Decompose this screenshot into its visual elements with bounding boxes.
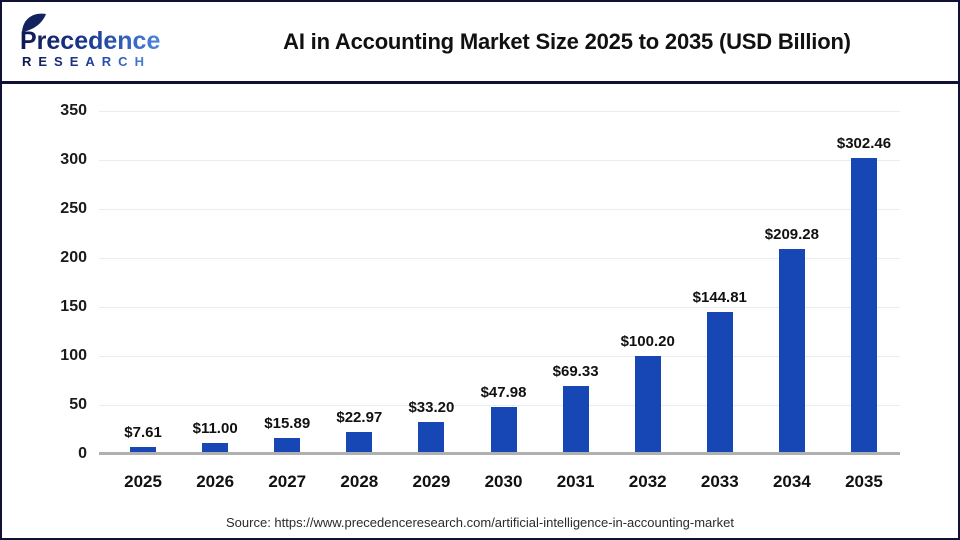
bar-column: $144.81 [684, 111, 756, 454]
bar-2035 [850, 157, 877, 454]
x-tick-label: 2027 [268, 472, 307, 491]
bar-value-label: $11.00 [192, 420, 238, 438]
bar-2025 [130, 446, 157, 454]
bar-value-label: $209.28 [764, 225, 819, 243]
gridline [99, 209, 900, 210]
gridline [99, 111, 900, 112]
bar-2027 [274, 438, 301, 454]
x-tick-label: 2035 [845, 472, 883, 491]
bar-value-label: $47.98 [480, 384, 527, 401]
x-tick-label: 2029 [412, 472, 451, 491]
bar-column: $100.20 [612, 111, 684, 454]
x-tick-label: 2025 [124, 472, 162, 491]
y-tick-label: 100 [60, 347, 87, 364]
gridline [99, 356, 900, 357]
x-tick-label: 2031 [556, 472, 595, 491]
leaf-icon [22, 13, 46, 32]
bar-value-label: $7.61 [124, 423, 162, 441]
x-tick-label: 2028 [340, 472, 379, 491]
bars: $7.61 $11.00 $15.89 $22.97 $33.20 $47.98 $69.3… [99, 111, 900, 454]
gridline [99, 405, 900, 406]
header: Precedence RESEARCH AI in Accounting Mar… [2, 2, 958, 84]
gridline [99, 307, 900, 308]
chart-area: 350 300 250 200 150 100 50 0 $7.61 $11.00 $15.89 $… [2, 84, 958, 538]
source-text: Source: https://www.precedenceresearch.c… [226, 515, 734, 530]
bar-column: $209.28 [756, 111, 828, 454]
x-tick-label: 2026 [196, 472, 235, 491]
bar-column: $69.33 [540, 111, 612, 454]
y-tick-label: 150 [60, 298, 87, 315]
bar-value-label: $15.89 [264, 415, 311, 433]
bar-2026 [202, 443, 229, 454]
gridline [99, 258, 900, 259]
chart-title: AI in Accounting Market Size 2025 to 203… [283, 28, 851, 54]
bar-value-label: $33.20 [408, 398, 455, 416]
x-tick-label: 2032 [628, 472, 667, 491]
y-tick-label: 350 [60, 102, 87, 119]
gridline [99, 160, 900, 161]
x-axis-labels: 2025 2026 2027 2028 2029 2030 2031 2032 2033 2034… [99, 472, 900, 492]
bar-column: $15.89 [251, 111, 323, 454]
x-tick-label: 2030 [484, 472, 523, 491]
bar-column: $302.46 [828, 111, 900, 454]
bar-2033 [706, 312, 733, 454]
logo-text-research: RESEARCH [22, 54, 151, 69]
y-tick-label: 50 [69, 396, 87, 413]
bar-column: $7.61 [107, 111, 179, 454]
bar-column: $33.20 [395, 111, 467, 454]
bar-column: $47.98 [467, 111, 539, 454]
bar-value-label: $69.33 [552, 363, 599, 381]
y-tick-label: 300 [60, 151, 87, 168]
bar-2030 [490, 407, 517, 454]
y-tick-label: 250 [60, 200, 87, 217]
bar-2029 [418, 421, 445, 454]
plot-area: $7.61 $11.00 $15.89 $22.97 $33.20 $47.98 $69.3… [99, 111, 900, 455]
bar-2032 [634, 355, 661, 454]
y-tick-label: 200 [60, 249, 87, 266]
precedence-research-logo: Precedence RESEARCH [16, 9, 186, 74]
bar-2034 [778, 248, 805, 454]
bar-value-label: $144.81 [692, 289, 747, 307]
bar-value-label: $100.20 [620, 332, 675, 350]
logo-text-precedence: Precedence [20, 27, 160, 55]
bar-value-label: $302.46 [836, 134, 892, 152]
bar-column: $11.00 [179, 111, 251, 454]
bar-2028 [346, 431, 373, 454]
y-tick-label: 0 [78, 445, 87, 462]
bar-value-label: $22.97 [336, 408, 383, 426]
x-axis-line [99, 452, 900, 455]
bar-column: $22.97 [323, 111, 395, 454]
x-tick-label: 2034 [772, 472, 811, 491]
x-tick-label: 2033 [700, 472, 739, 491]
bar-2031 [562, 386, 589, 454]
logo-graphic: Precedence RESEARCH [20, 13, 160, 69]
